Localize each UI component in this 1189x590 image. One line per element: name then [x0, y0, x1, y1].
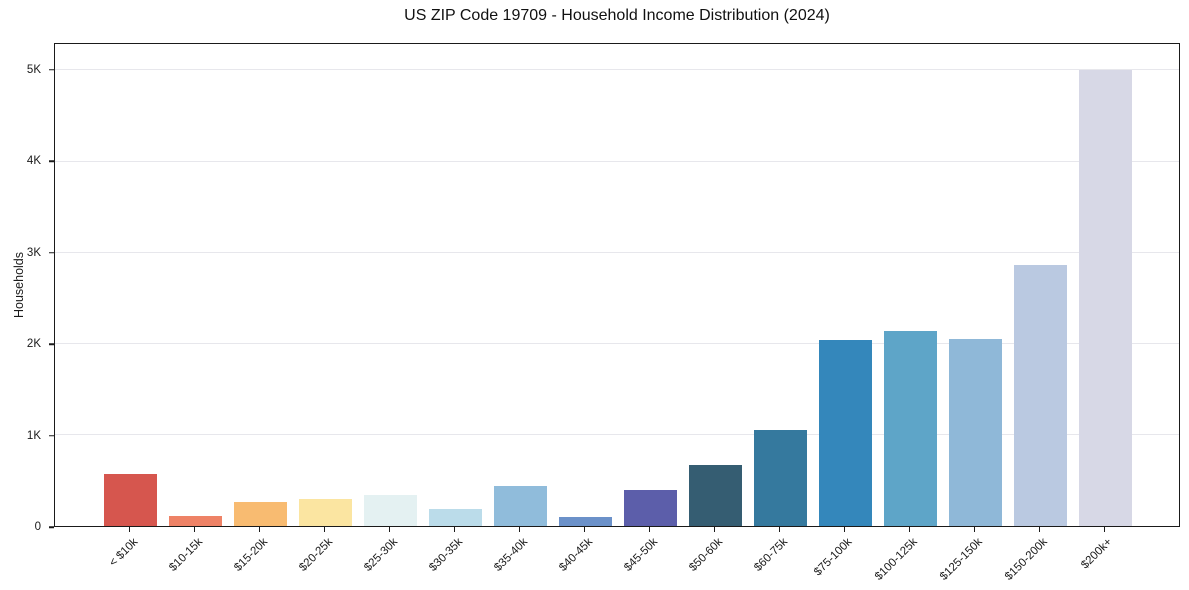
gridline-4K	[55, 160, 1179, 162]
y-axis: 0 1K 2K 3K 4K 5K	[0, 43, 54, 533]
bar	[818, 340, 872, 526]
bar	[688, 464, 742, 526]
chart-title: US ZIP Code 19709 - Household Income Dis…	[404, 7, 830, 24]
y-tick-mark	[49, 343, 54, 345]
y-tick-label: 3K	[26, 246, 41, 259]
x-tick-label: $20-25k	[297, 536, 336, 574]
bar	[558, 517, 612, 526]
x-tick-label: $15-20k	[232, 536, 271, 574]
x-tick-mark	[713, 527, 716, 532]
y-tick-mark	[49, 68, 54, 71]
x-tick-label: $75-100k	[812, 536, 855, 579]
x-tick-label: $60-75k	[752, 536, 790, 574]
bar	[364, 495, 418, 526]
bar	[299, 498, 353, 526]
x-tick-label: $200k+	[1079, 536, 1115, 572]
x-tick-mark	[258, 527, 261, 532]
x-tick-label: $45-50k	[622, 536, 660, 574]
y-tick-mark	[49, 526, 54, 528]
y-tick-label: 2K	[26, 338, 41, 350]
y-tick-label: 4K	[26, 155, 41, 168]
x-tick-label: $10-15k	[167, 536, 206, 574]
bar	[494, 486, 548, 526]
y-tick-label: 5K	[26, 63, 41, 76]
x-tick-mark	[193, 527, 196, 532]
x-tick-label: < $10k	[107, 536, 141, 570]
x-tick-label: $50-60k	[687, 536, 725, 574]
x-tick-mark	[648, 527, 651, 532]
y-tick-mark	[49, 434, 54, 437]
x-tick-label: $150-200k	[1002, 536, 1050, 583]
gridline-5K	[55, 69, 1179, 71]
gridline-3K	[55, 251, 1179, 253]
bar	[1078, 70, 1132, 526]
bar	[429, 509, 483, 526]
bar	[169, 516, 223, 526]
y-tick-label: 1K	[26, 429, 41, 442]
x-tick-mark	[1103, 527, 1105, 532]
gridline-1K	[55, 433, 1179, 435]
plot-area	[54, 43, 1180, 527]
bar	[948, 339, 1002, 526]
x-tick-mark	[908, 527, 911, 532]
gridline-2K	[55, 342, 1179, 344]
x-tick-label: $25-30k	[362, 536, 401, 574]
x-tick-mark	[128, 527, 131, 532]
x-tick-mark	[778, 527, 781, 532]
x-tick-label: $30-35k	[427, 536, 466, 574]
y-tick-label: 0	[34, 521, 41, 533]
y-tick-mark	[49, 251, 54, 254]
x-tick-mark	[518, 527, 521, 532]
x-tick-mark	[973, 527, 976, 532]
x-tick-label: $40-45k	[557, 536, 595, 574]
bar	[234, 502, 288, 526]
x-tick-mark	[583, 527, 586, 532]
bar	[104, 474, 158, 526]
x-tick-mark	[453, 527, 456, 532]
x-tick-label: $100-125k	[872, 536, 920, 583]
bars-container	[55, 44, 1179, 526]
x-tick-label: $35-40k	[492, 536, 531, 574]
x-tick-mark	[1038, 527, 1041, 532]
bar	[753, 429, 807, 526]
bar	[883, 331, 937, 526]
x-tick-label: $125-150k	[937, 536, 985, 583]
x-axis: < $10k $10-15k $15-20k $20-25k $25-30k $30-35…	[54, 527, 1180, 590]
x-tick-mark	[323, 527, 326, 532]
x-tick-mark	[843, 527, 846, 532]
bar	[623, 489, 677, 526]
bar	[1013, 265, 1067, 526]
y-tick-mark	[49, 160, 54, 162]
gridlines	[55, 44, 1179, 526]
x-tick-mark	[388, 527, 391, 532]
